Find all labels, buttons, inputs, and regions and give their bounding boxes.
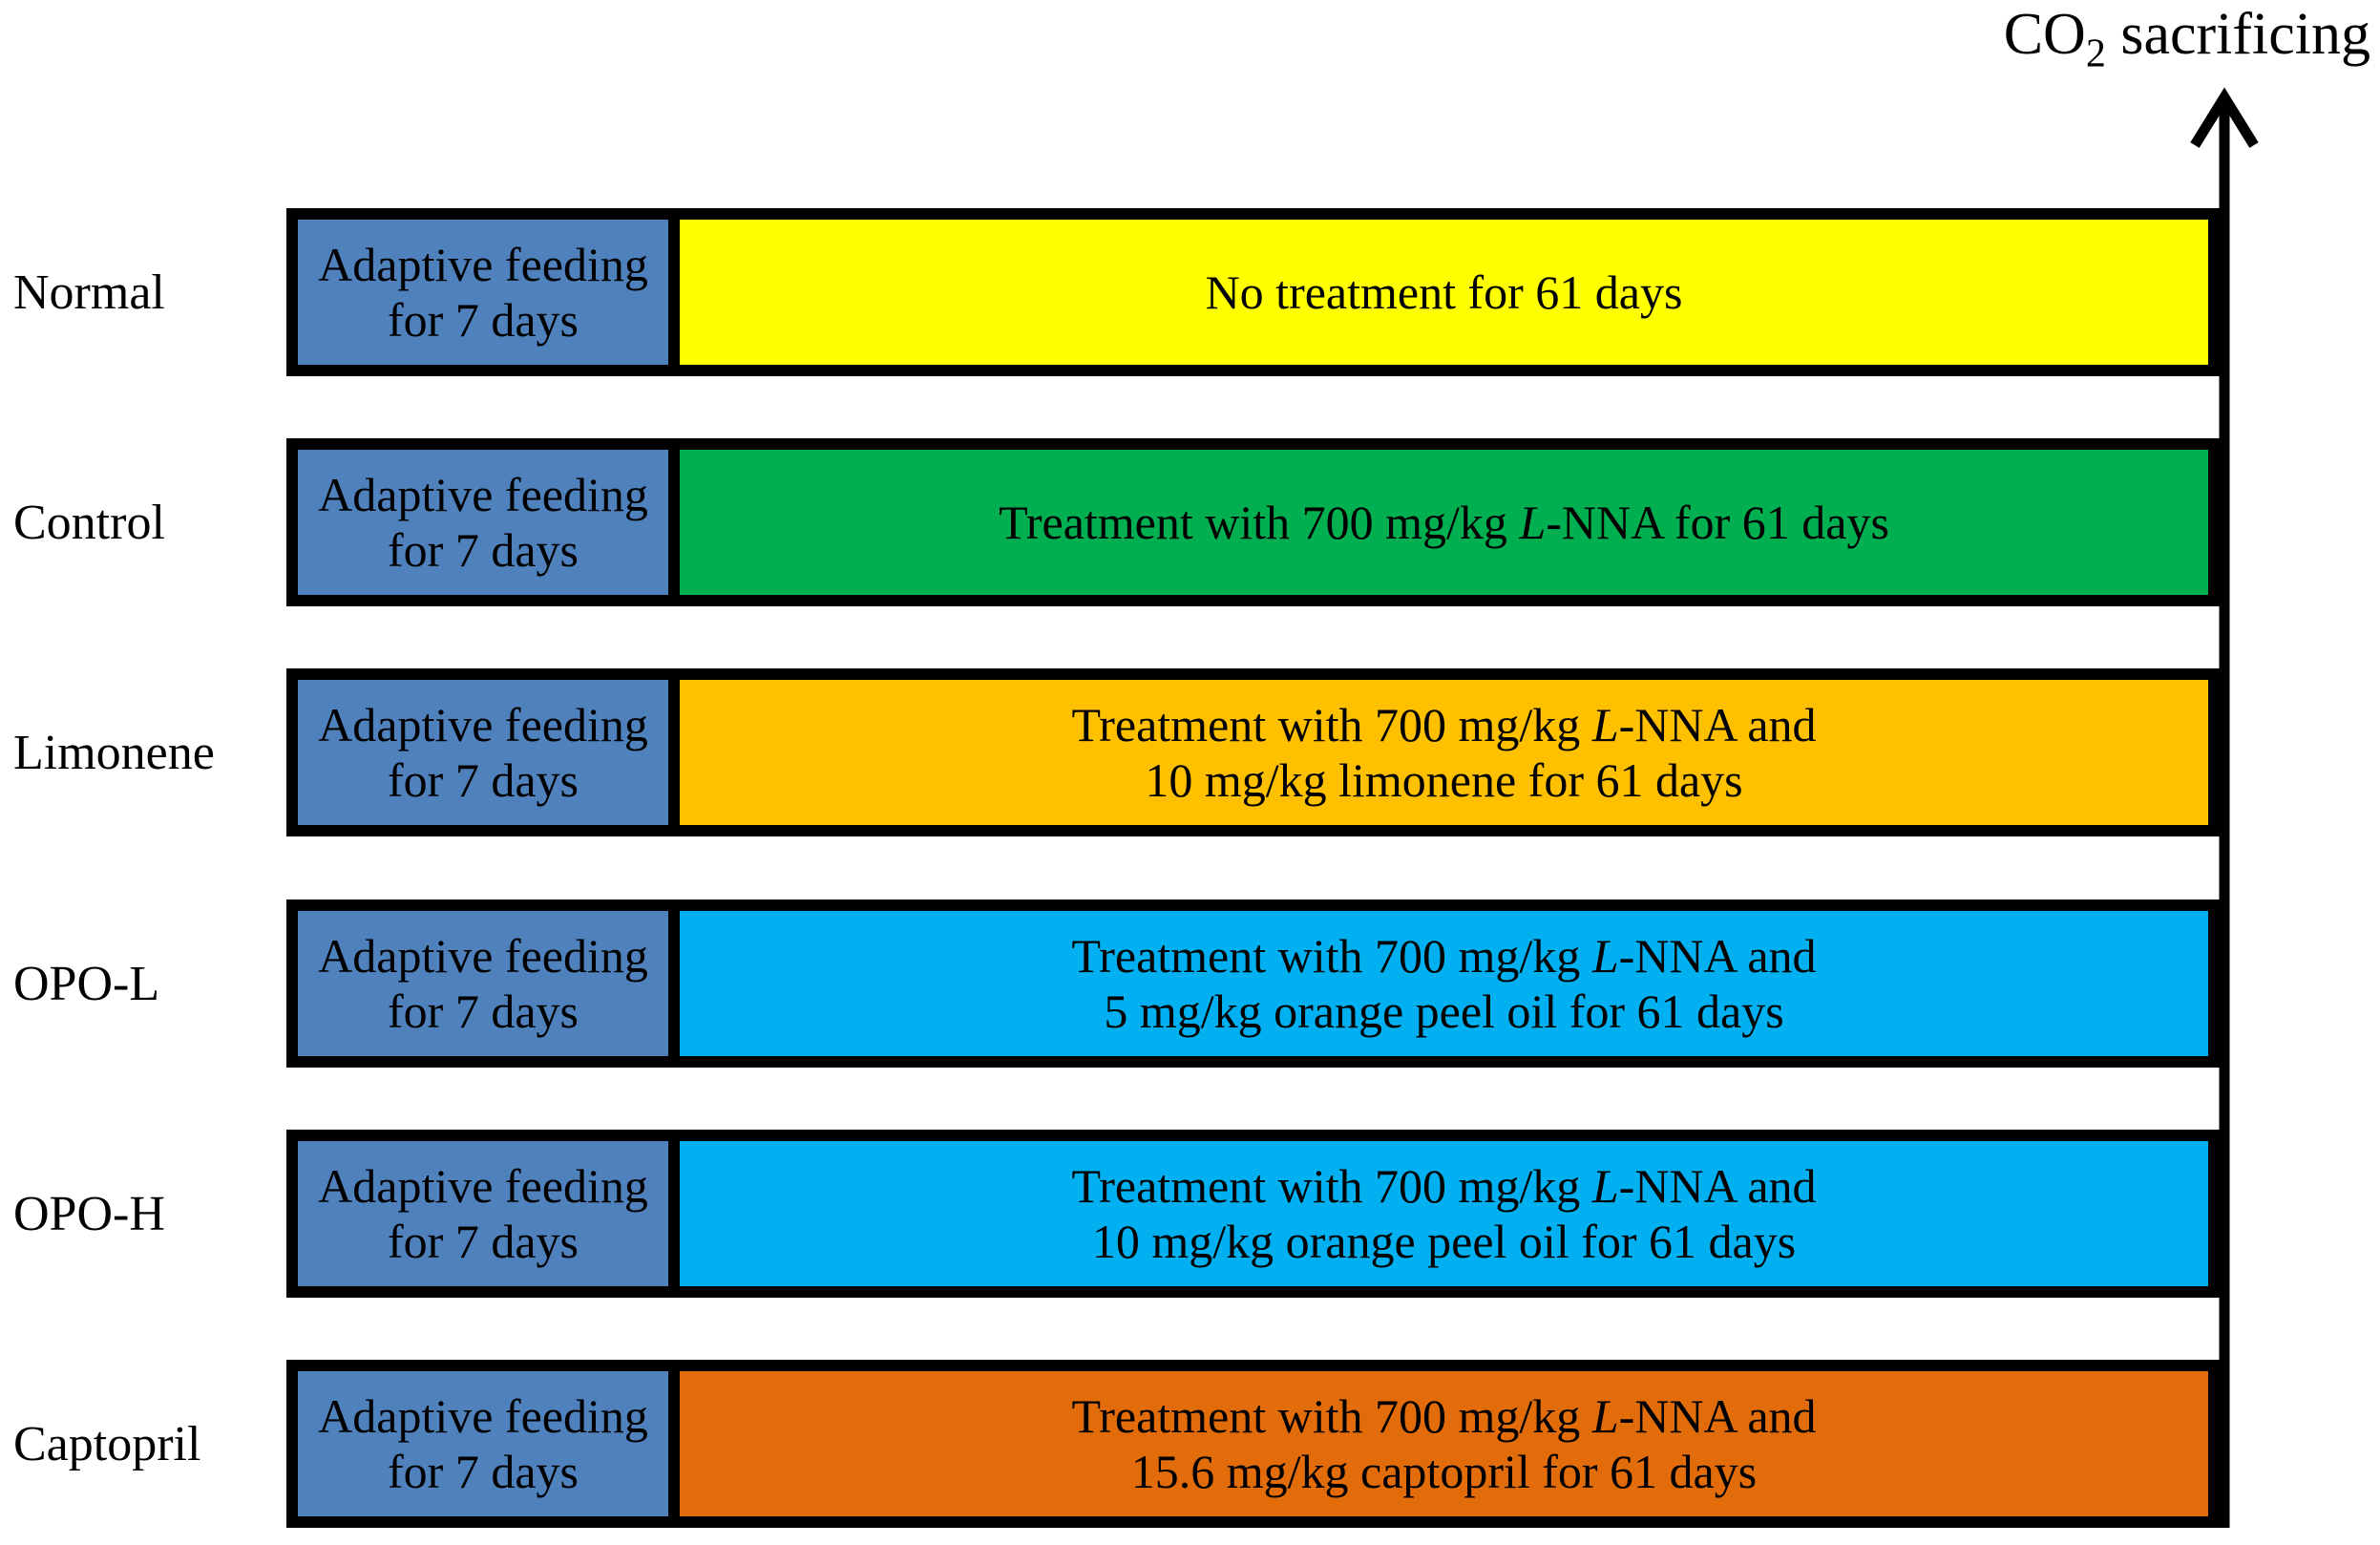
adaptive-feeding-text-line: for 7 days xyxy=(388,1215,579,1268)
group-label: Captopril xyxy=(13,1416,201,1471)
group-label: Limonene xyxy=(13,725,215,780)
treatment-text-segment: -NNA for 61 days xyxy=(1546,496,1889,549)
treatment-text-line: 10 mg/kg limonene for 61 days xyxy=(1145,752,1742,808)
adaptive-feeding-text-line: Adaptive feeding xyxy=(318,698,648,751)
treatment-text-segment: -NNA and xyxy=(1618,1159,1817,1213)
treatment-text-line: Treatment with 700 mg/kg L-NNA and xyxy=(1071,1388,1816,1444)
treatment-text-line: 10 mg/kg orange peel oil for 61 days xyxy=(1092,1214,1796,1269)
treatment-text-segment: -NNA and xyxy=(1618,929,1817,983)
adaptive-feeding-text-line: Adaptive feeding xyxy=(318,929,648,983)
timeline-row-opo-l: OPO-L Adaptive feeding for 7 days Treatment… xyxy=(0,899,2220,1068)
treatment-text-italic-segment: L xyxy=(1519,496,1547,549)
treatment-text-italic-segment: L xyxy=(1591,1159,1619,1213)
adaptive-feeding-text-line: Adaptive feeding xyxy=(318,1389,648,1443)
arrow-label-rest: sacrificing xyxy=(2105,2,2370,67)
timeline-row-captopril: Captopril Adaptive feeding for 7 days Treat… xyxy=(0,1360,2220,1528)
treatment-text-segment: Treatment with 700 mg/kg xyxy=(1071,1159,1592,1213)
adaptive-feeding-box: Adaptive feeding for 7 days xyxy=(286,1130,680,1298)
adaptive-feeding-text-line: for 7 days xyxy=(388,1445,579,1498)
adaptive-feeding-box: Adaptive feeding for 7 days xyxy=(286,208,680,376)
group-label: Control xyxy=(13,495,165,550)
treatment-text-segment: Treatment with 700 mg/kg xyxy=(1071,929,1592,983)
treatment-box: Treatment with 700 mg/kg L-NNA and 10 mg/… xyxy=(680,668,2220,836)
adaptive-feeding-text-line: Adaptive feeding xyxy=(318,238,648,291)
treatment-text-line: 5 mg/kg orange peel oil for 61 days xyxy=(1104,984,1783,1039)
treatment-box: Treatment with 700 mg/kg L-NNA and 15.6 m… xyxy=(680,1360,2220,1528)
adaptive-feeding-text-line: Adaptive feeding xyxy=(318,468,648,521)
group-label: Normal xyxy=(13,265,165,320)
treatment-text-segment: 10 mg/kg orange peel oil for 61 days xyxy=(1091,1215,1797,1268)
treatment-box: Treatment with 700 mg/kg L-NNA and 5 mg/k… xyxy=(680,899,2220,1068)
treatment-box: No treatment for 61 days xyxy=(680,208,2220,376)
treatment-text-line: Treatment with 700 mg/kg L-NNA and xyxy=(1071,1158,1816,1214)
treatment-text-line: 15.6 mg/kg captopril for 61 days xyxy=(1131,1444,1757,1499)
treatment-text-segment: Treatment with 700 mg/kg xyxy=(1071,1389,1592,1443)
treatment-text-segment: -NNA and xyxy=(1618,698,1817,751)
timeline-row-opo-h: OPO-H Adaptive feeding for 7 days Treatment… xyxy=(0,1130,2220,1298)
adaptive-feeding-box: Adaptive feeding for 7 days xyxy=(286,668,680,836)
treatment-text-line: Treatment with 700 mg/kg L-NNA for 61 da… xyxy=(999,495,1889,550)
arrow-label-sub: 2 xyxy=(2085,32,2106,76)
treatment-text-segment: Treatment with 700 mg/kg xyxy=(999,496,1520,549)
timeline-row-limonene: Limonene Adaptive feeding for 7 days Treatm… xyxy=(0,668,2220,836)
adaptive-feeding-text-line: for 7 days xyxy=(388,293,579,347)
timeline-row-control: Control Adaptive feeding for 7 days Treatme… xyxy=(0,438,2220,606)
group-label: OPO-H xyxy=(13,1186,165,1241)
adaptive-feeding-box: Adaptive feeding for 7 days xyxy=(286,899,680,1068)
treatment-box: Treatment with 700 mg/kg L-NNA and 10 mg/… xyxy=(680,1130,2220,1298)
treatment-text-segment: -NNA and xyxy=(1618,1389,1817,1443)
treatment-text-line: No treatment for 61 days xyxy=(1206,265,1683,320)
adaptive-feeding-box: Adaptive feeding for 7 days xyxy=(286,1360,680,1528)
treatment-text-segment: Treatment with 700 mg/kg xyxy=(1071,698,1592,751)
group-label: OPO-L xyxy=(13,956,160,1011)
timeline-row-normal: Normal Adaptive feeding for 7 days No treat… xyxy=(0,208,2220,376)
treatment-text-segment: 5 mg/kg orange peel oil for 61 days xyxy=(1104,984,1784,1038)
treatment-text-italic-segment: L xyxy=(1591,1389,1619,1443)
adaptive-feeding-text-line: for 7 days xyxy=(388,523,579,577)
adaptive-feeding-text-line: for 7 days xyxy=(388,984,579,1038)
treatment-text-line: Treatment with 700 mg/kg L-NNA and xyxy=(1071,928,1816,984)
arrow-label-main: CO xyxy=(2003,2,2086,67)
adaptive-feeding-text-line: Adaptive feeding xyxy=(318,1159,648,1213)
arrow-head xyxy=(2190,87,2259,148)
adaptive-feeding-text-line: for 7 days xyxy=(388,753,579,807)
treatment-text-segment: 15.6 mg/kg captopril for 61 days xyxy=(1130,1445,1758,1498)
arrow-label: CO2 sacrificing xyxy=(2003,2,2370,74)
treatment-text-line: Treatment with 700 mg/kg L-NNA and xyxy=(1071,697,1816,752)
treatment-box: Treatment with 700 mg/kg L-NNA for 61 da… xyxy=(680,438,2220,606)
treatment-text-segment: No treatment for 61 days xyxy=(1205,265,1683,319)
adaptive-feeding-box: Adaptive feeding for 7 days xyxy=(286,438,680,606)
treatment-text-italic-segment: L xyxy=(1591,698,1619,751)
treatment-text-segment: 10 mg/kg limonene for 61 days xyxy=(1145,753,1743,807)
treatment-text-italic-segment: L xyxy=(1591,929,1619,983)
